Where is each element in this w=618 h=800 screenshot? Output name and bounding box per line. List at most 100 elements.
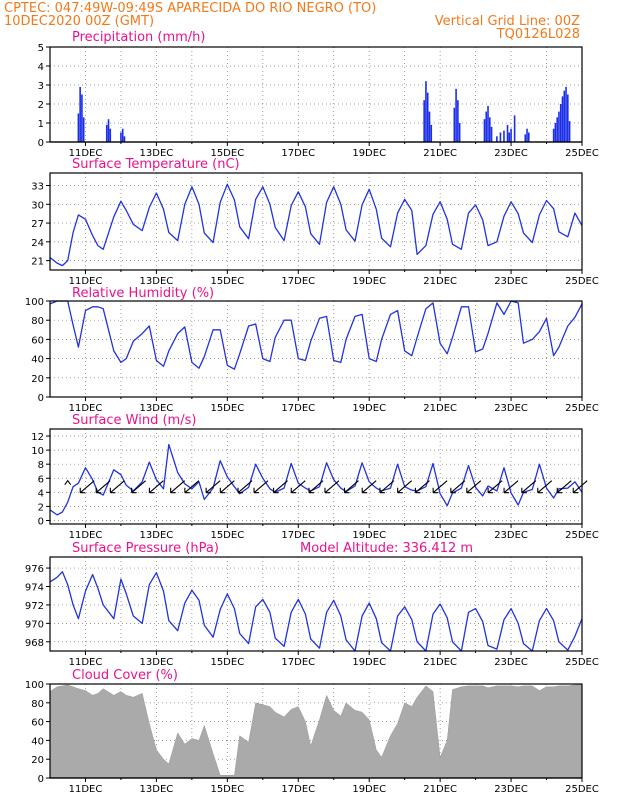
header-model-code: TQ0126L028 [496, 27, 580, 42]
series-line [49, 183, 583, 267]
precipitation-bar [485, 111, 488, 142]
temperature-title: Surface Temperature (nC) [72, 157, 240, 172]
header-grid-line: Vertical Grid Line: 00Z [435, 14, 580, 29]
y-tick-label: 2 [38, 502, 44, 513]
precipitation-bar [558, 111, 560, 142]
wind-arrow [79, 480, 95, 494]
grid-lines: 0 20 40 60 80 100 11DEC 13DEC 15DEC 17DEC 19DEC 21D… [25, 297, 599, 414]
pressure-title: Surface Pressure (hPa) [72, 541, 219, 556]
plot-frame [49, 428, 583, 525]
y-tick-label: 10 [31, 446, 44, 457]
wind-arrow [109, 480, 125, 494]
x-tick-label: 13DEC [140, 276, 174, 287]
x-tick-label: 23DEC [494, 784, 528, 795]
x-tick-label: 11DEC [69, 276, 103, 287]
precipitation-bar [499, 132, 502, 142]
plot-frame [49, 300, 583, 398]
header-run-time: 10DEC2020 00Z (GMT) [4, 14, 154, 29]
wind-arrows [64, 479, 588, 494]
precipitation-bar [506, 124, 509, 142]
series-line [49, 443, 583, 516]
x-tick-label: 23DEC [494, 276, 528, 287]
y-tick-label: 0 [38, 516, 44, 527]
x-tick-label: 19DEC [352, 530, 386, 541]
y-tick-label: 4 [38, 62, 44, 73]
precipitation-bar [488, 117, 491, 142]
precipitation-bars [77, 81, 571, 142]
precipitation-bar [510, 128, 512, 142]
plot-frame [49, 46, 583, 143]
x-tick-label: 25DEC [565, 276, 599, 287]
x-tick-label: 23DEC [494, 148, 528, 159]
y-tick-label: 21 [31, 257, 44, 268]
precipitation-bar [123, 136, 126, 142]
x-tick-label: 21DEC [423, 276, 457, 287]
precipitation-bar [430, 124, 433, 142]
precipitation-bar [457, 100, 459, 142]
x-tick-label: 13DEC [140, 657, 174, 668]
x-tick-label: 25DEC [565, 148, 599, 159]
x-tick-label: 21DEC [423, 530, 457, 541]
precipitation-bar [526, 128, 528, 142]
x-tick-label: 25DEC [565, 784, 599, 795]
y-tick-label: 2 [38, 100, 44, 111]
precipitation-bar [487, 105, 489, 142]
humidity-title: Relative Humidity (%) [72, 286, 214, 301]
cloud-cover-area [49, 684, 583, 779]
y-tick-label: 60 [31, 335, 44, 346]
wind-arrow [556, 480, 572, 494]
y-tick-label: 30 [31, 200, 44, 211]
wind-arrow [450, 480, 466, 494]
y-tick-label: 0 [38, 393, 44, 404]
precipitation-bar [568, 121, 571, 142]
precipitation-bar [524, 134, 527, 142]
grid-lines: 0 1 2 3 4 5 11DEC 13DEC 15DEC 17DEC 19DEC 21DEC 23DE… [38, 43, 599, 159]
x-tick-label: 13DEC [140, 784, 174, 795]
wind-arrow [379, 480, 395, 494]
precipitation-bar [120, 132, 122, 142]
precipitation-bar [563, 90, 566, 142]
wind-title: Surface Wind (m/s) [72, 413, 196, 428]
y-tick-label: 80 [31, 316, 44, 327]
pressure-panel: Surface Pressure (hPa) Model Altitude: 3… [25, 541, 599, 668]
y-tick-label: 12 [31, 432, 44, 443]
y-tick-label: 6 [38, 474, 44, 485]
temperature-panel: Surface Temperature (nC) 21 24 27 30 33 11DEC… [31, 157, 599, 287]
y-tick-label: 0 [38, 774, 44, 785]
precipitation-panel: Precipitation (mm/h) 0 1 2 3 4 5 11DEC 13DEC 15D… [38, 30, 599, 159]
wind-arrow [397, 480, 413, 494]
precipitation-bar [423, 100, 425, 142]
y-tick-label: 5 [38, 43, 44, 54]
y-tick-label: 1 [38, 119, 44, 130]
wind-panel: Surface Wind (m/s) 0 2 4 6 8 10 12 11DEC 13DEC 15… [31, 413, 599, 541]
plot-frame [49, 683, 583, 779]
precipitation-bar [81, 94, 83, 142]
precipitation-bar [528, 132, 530, 142]
x-tick-label: 23DEC [494, 403, 528, 414]
x-tick-label: 25DEC [565, 657, 599, 668]
wind-arrow [95, 480, 111, 494]
precipitation-bar [458, 123, 461, 142]
plot-frame [49, 556, 583, 652]
precipitation-bar [496, 136, 498, 142]
wind-arrow [170, 480, 186, 494]
y-tick-label: 8 [38, 460, 44, 471]
x-tick-label: 15DEC [210, 784, 244, 795]
x-tick-label: 17DEC [281, 276, 315, 287]
precipitation-bar [483, 119, 486, 142]
grid-lines: 21 24 27 30 33 11DEC 13DEC 15DEC 17DEC 19DEC 21DEC… [31, 173, 599, 287]
x-tick-label: 15DEC [210, 530, 244, 541]
x-tick-label: 15DEC [210, 148, 244, 159]
plot-frame [49, 172, 583, 271]
y-tick-label: 4 [38, 488, 44, 499]
wind-arrow [414, 480, 430, 494]
wind-arrow [148, 480, 164, 494]
humidity-panel: Relative Humidity (%) 0 20 40 60 80 100 11DEC 1… [25, 286, 599, 414]
wind-arrow [308, 480, 324, 494]
x-tick-label: 13DEC [140, 148, 174, 159]
wind-arrow [521, 480, 537, 494]
precipitation-bar [82, 117, 85, 142]
wind-arrow [466, 480, 482, 494]
wind-arrow [361, 480, 377, 494]
